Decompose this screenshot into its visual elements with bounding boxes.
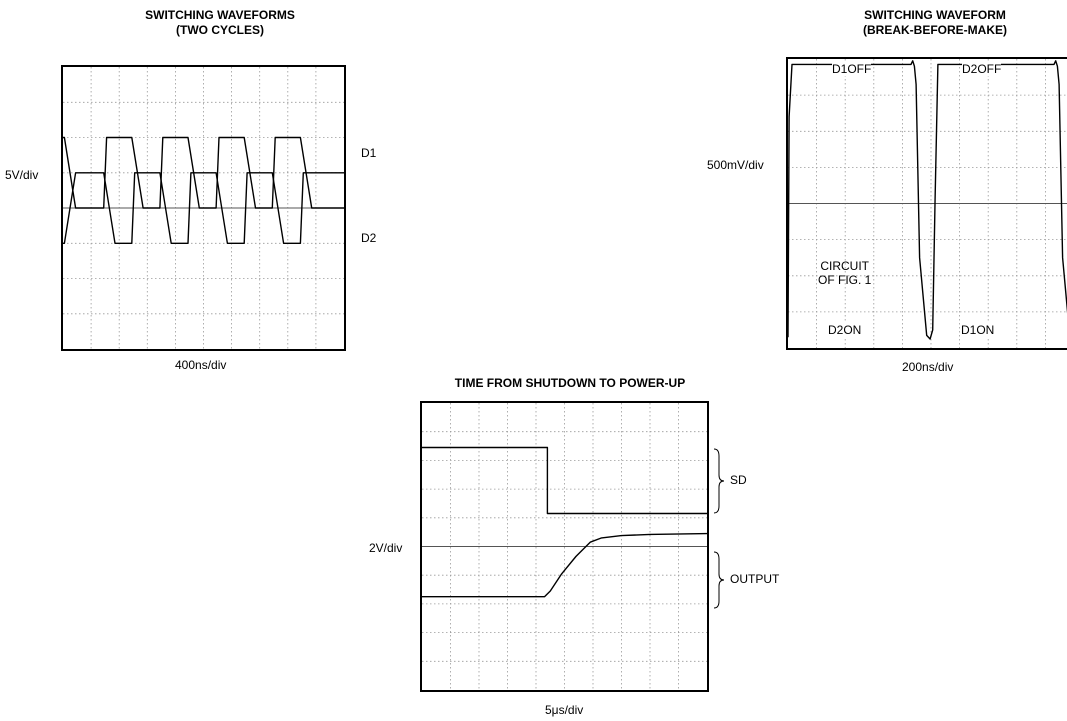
chart2-svg [788,59,1067,348]
chart3-series-output [422,532,707,598]
chart3-series-sd [422,446,707,515]
chart2-title: SWITCHING WAVEFORM (BREAK-BEFORE-MAKE) [863,8,1007,37]
chart1-plot-area [61,65,346,351]
chart1-svg [63,67,344,349]
chart3-title: TIME FROM SHUTDOWN TO POWER-UP [454,376,686,390]
chart3-svg [422,403,707,690]
chart2-annotation-circuit: CIRCUIT OF FIG. 1 [818,259,872,287]
chart3-output-brace [713,551,725,609]
chart2-plot-area: D1OFF D2OFF CIRCUIT OF FIG. 1 D2ON D1ON [786,57,1067,350]
chart1-series-d1 [63,136,344,209]
chart3-sd-brace [713,448,725,514]
chart2-annotation-d2off: D2OFF [962,62,1002,76]
chart3-y-scale-label: 2V/div [369,541,403,555]
chart1-series-label-d2: D2 [361,231,377,245]
chart1-title: SWITCHING WAVEFORMS (TWO CYCLES) [145,8,295,37]
chart1-series-label-d1: D1 [361,146,377,160]
chart3-x-scale-label: 5μs/div [545,703,584,717]
chart1-y-scale-label: 5V/div [5,168,39,182]
chart1-series-d2 [63,172,344,245]
chart2-annotation-d1off: D1OFF [832,62,872,76]
chart3-output-label: OUTPUT [730,572,780,586]
chart2-annotation-d1on: D1ON [961,323,995,337]
chart2-annotation-d2on: D2ON [828,323,862,337]
chart2-y-scale-label: 500mV/div [707,158,764,172]
chart3-plot-area [420,401,709,692]
chart3-sd-label: SD [730,473,747,487]
chart2-series-trace [788,60,1067,340]
chart1-x-scale-label: 400ns/div [175,358,227,372]
chart2-x-scale-label: 200ns/div [902,360,954,374]
